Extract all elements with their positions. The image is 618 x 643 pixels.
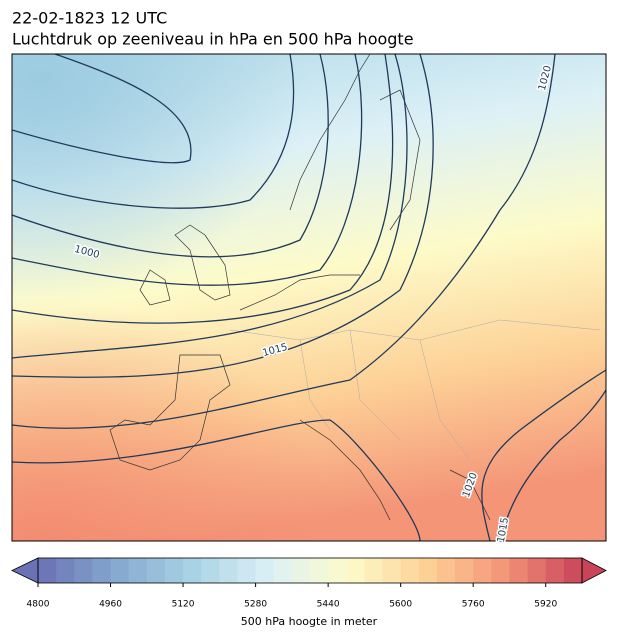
isobar	[12, 54, 408, 359]
colorbar-segment	[219, 558, 238, 583]
colorbar-tick-label: 5920	[534, 600, 557, 610]
isobar	[12, 54, 394, 324]
map	[12, 54, 606, 541]
colorbar-tick-label: 5120	[172, 600, 195, 610]
colorbar-segment	[164, 558, 184, 583]
colorbar-segment	[310, 558, 329, 583]
isobar	[12, 54, 192, 164]
colorbar-segment	[545, 558, 565, 583]
isobar	[12, 54, 295, 209]
colorbar-tick-label: 5600	[389, 600, 412, 610]
isobar	[12, 54, 434, 378]
colorbar-segment	[183, 558, 202, 583]
colorbar-tick-label: 4960	[99, 600, 122, 610]
colorbar-segment	[455, 558, 474, 583]
colorbar-segment	[473, 558, 492, 583]
colorbar-frame	[37, 557, 583, 584]
colorbar-segment	[110, 558, 130, 583]
colorbar-segment	[563, 558, 583, 583]
isobar	[12, 54, 363, 286]
colorbar-segment	[527, 558, 547, 583]
colorbar-segment	[237, 558, 257, 583]
colorbar-segment	[382, 558, 402, 583]
colorbar-segment	[328, 558, 347, 583]
colorbar-segment	[92, 558, 112, 583]
colorbar-segment	[56, 558, 75, 583]
isobar	[12, 54, 556, 429]
colorbar-segment	[38, 558, 57, 583]
colorbar-segment	[364, 558, 384, 583]
colorbar-tick-label: 5760	[462, 600, 485, 610]
isobar	[499, 389, 606, 541]
colorbar-tick-label: 5440	[317, 600, 340, 610]
colorbar-tick-label: 5280	[244, 600, 267, 610]
colorbar-segment	[255, 558, 275, 583]
coastline	[109, 54, 491, 521]
colorbar-segment	[201, 558, 220, 583]
colorbar-segment	[291, 558, 311, 583]
colorbar-segment	[400, 558, 420, 583]
map-frame	[11, 53, 607, 542]
colorbar-tick-label: 4800	[27, 600, 50, 610]
colorbar-segment	[509, 558, 529, 583]
colorbar-segment	[346, 558, 365, 583]
colorbar-segment	[436, 558, 456, 583]
colorbar-segment	[418, 558, 438, 583]
colorbar-segment	[491, 558, 510, 583]
height-field-high	[12, 54, 606, 541]
isobar	[12, 419, 421, 541]
isobar	[12, 54, 329, 258]
title-line: Luchtdruk op zeeniveau in hPa en 500 hPa…	[12, 30, 414, 49]
colorbar-extend-low	[11, 557, 39, 584]
isobar	[481, 369, 606, 541]
colorbar-segment	[146, 558, 166, 583]
borders	[229, 319, 601, 461]
colorbar-segment	[128, 558, 148, 583]
colorbar-segment	[273, 558, 293, 583]
colorbar-extend-high	[581, 557, 607, 584]
colorbar-segment	[74, 558, 93, 583]
colorbar-label: 500 hPa hoogte in meter	[241, 615, 378, 628]
title-line: 22-02-1823 12 UTC	[12, 9, 167, 28]
